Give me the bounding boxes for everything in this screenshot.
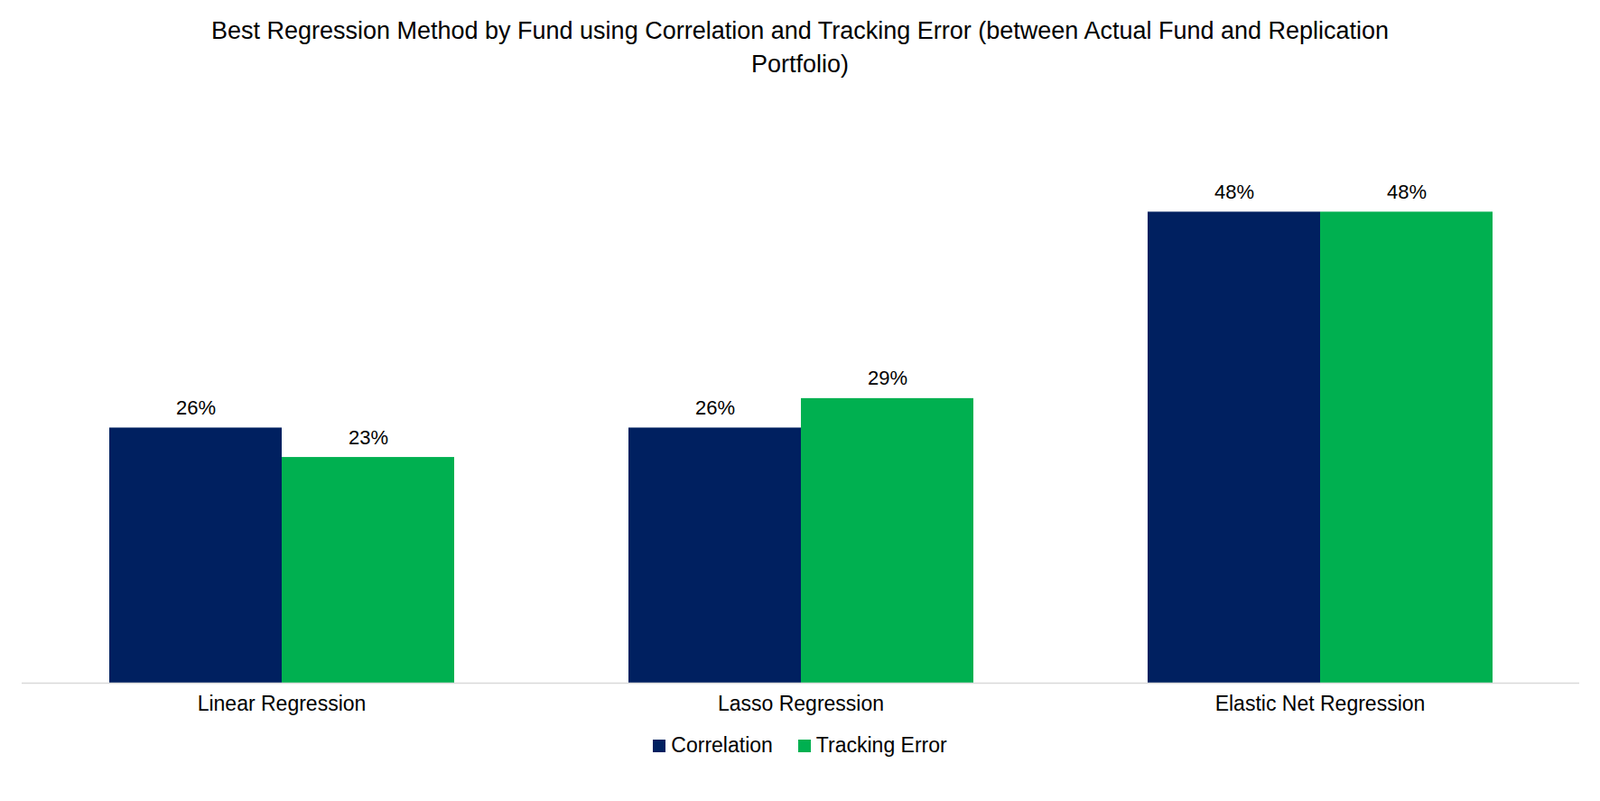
svg-text:Lasso Regression: Lasso Regression (717, 691, 884, 716)
svg-text:Elastic Net Regression: Elastic Net Regression (1215, 691, 1426, 716)
html-text:Tracking Error: Tracking Error (816, 733, 947, 757)
html-text:Best Regression Method by Fund: Best Regression Method by Fund using Cor… (211, 17, 1389, 78)
svg-text:Linear Regression: Linear Regression (197, 691, 367, 716)
html-text:Correlation: Correlation (671, 733, 773, 757)
svg-text:48%: 48% (1214, 180, 1255, 204)
svg-text:26%: 26% (176, 396, 216, 419)
svg-text:26%: 26% (695, 396, 735, 419)
svg-text:29%: 29% (867, 366, 908, 390)
svg-text:23%: 23% (348, 426, 389, 449)
svg-text:48%: 48% (1386, 180, 1427, 204)
